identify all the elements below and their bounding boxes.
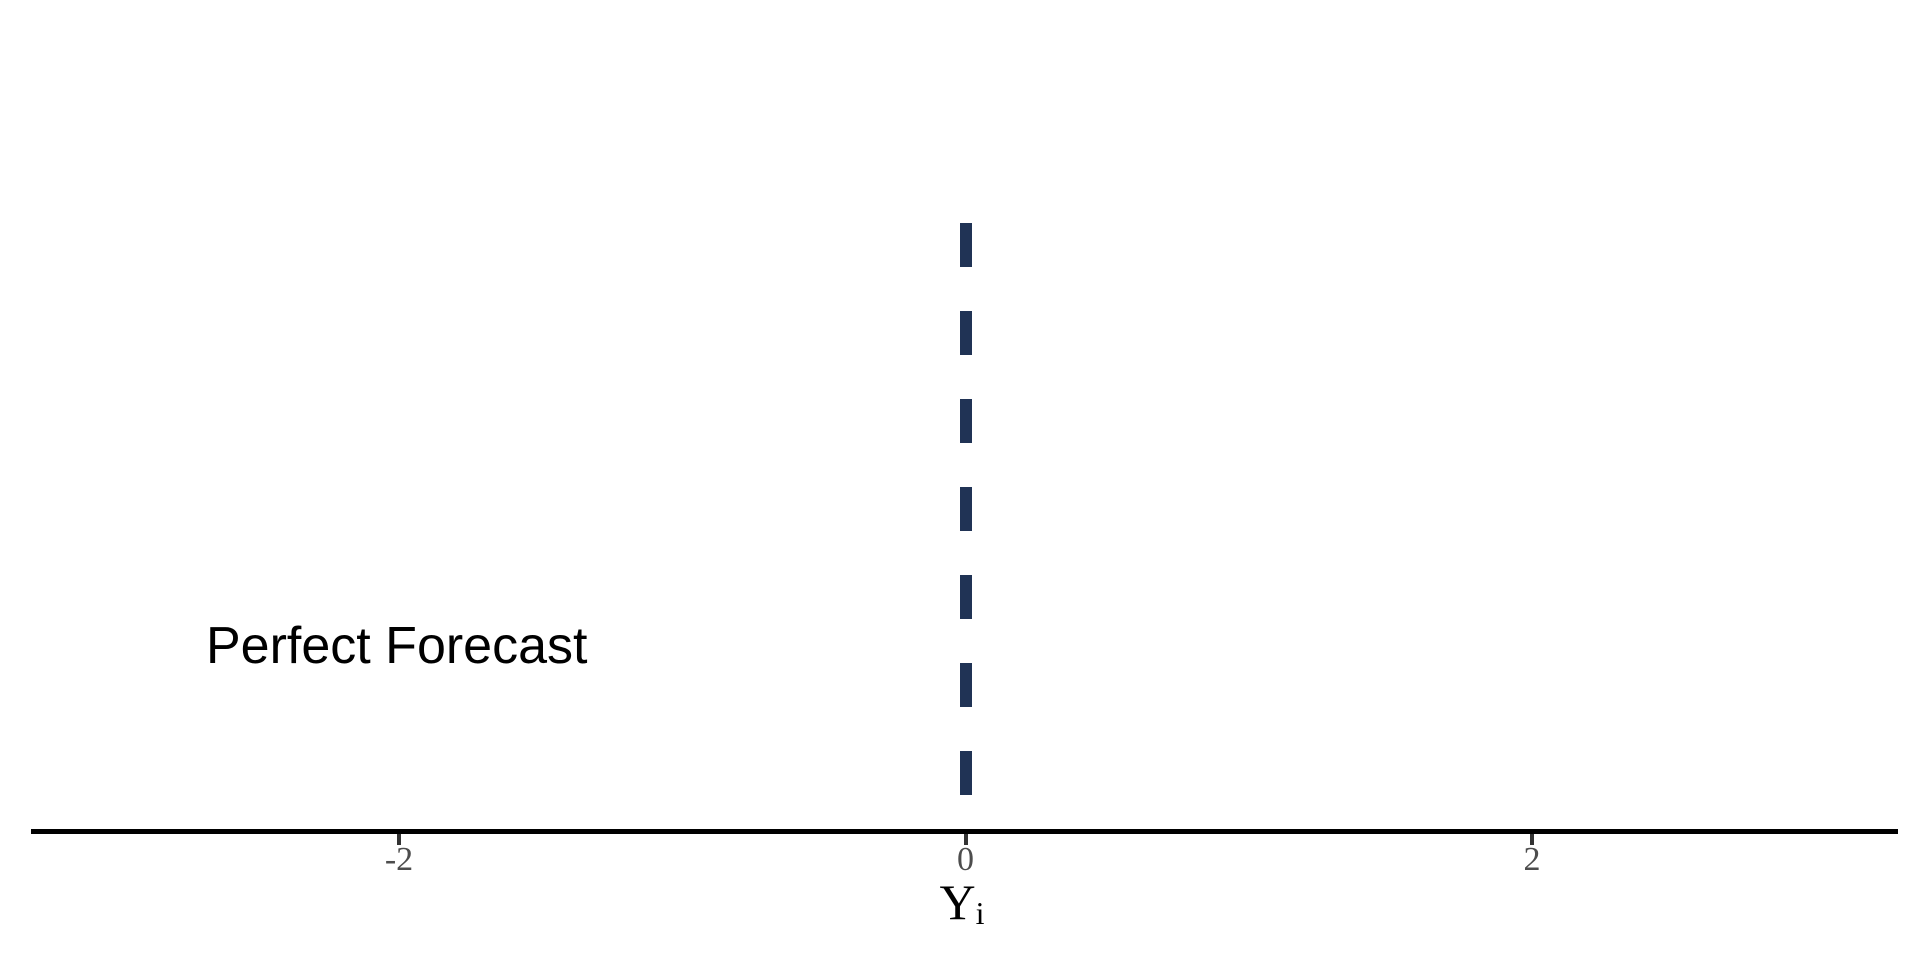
perfect-forecast-dashed-line bbox=[959, 223, 972, 795]
x-axis-tick bbox=[397, 834, 401, 845]
x-axis-title-base: Y bbox=[939, 874, 976, 930]
x-axis-tick-label: -2 bbox=[384, 841, 414, 878]
x-axis-title: Yi bbox=[862, 874, 1062, 930]
x-axis-line bbox=[31, 829, 1898, 834]
x-axis-tick bbox=[1530, 834, 1534, 845]
x-axis-title-subscript: i bbox=[975, 895, 985, 931]
x-axis-tick bbox=[963, 834, 968, 845]
perfect-forecast-label: Perfect Forecast bbox=[206, 617, 588, 675]
x-axis-tick-label: 0 bbox=[957, 841, 974, 878]
x-axis-tick-label: 2 bbox=[1523, 841, 1541, 878]
